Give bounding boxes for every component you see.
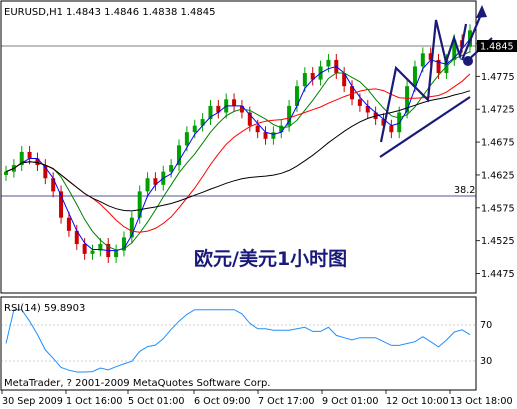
candle-body (184, 132, 189, 146)
candle-body (294, 86, 299, 106)
current-price-tag (477, 40, 517, 52)
candle-body (271, 132, 276, 139)
candle-body (279, 125, 284, 133)
candle-body (216, 105, 221, 113)
candle-body (4, 171, 8, 175)
candle-body (302, 73, 307, 87)
candle-body (405, 86, 410, 113)
rsi-series-line (5, 309, 471, 373)
current-price-tag-label: 1.4845 (480, 42, 514, 53)
rsi-level-30-label: 30 (480, 356, 492, 367)
time-axis: 30 Sep 2009 1 Oct 16:00 5 Oct 01:00 6 Oct 0… (1, 390, 513, 407)
candle-body (232, 99, 237, 106)
candle-body (121, 237, 126, 251)
candle-body (51, 178, 56, 192)
candle-body (342, 73, 347, 87)
arrow-head-icon (476, 5, 487, 18)
price-label: 1.4625 (481, 170, 515, 181)
candle-body (412, 66, 417, 87)
point-marker-icon (463, 56, 473, 66)
candle-body (389, 125, 394, 133)
uptrend-line (379, 96, 471, 158)
overlay-title: 欧元/美元1小时图 (194, 247, 347, 270)
candle-body (428, 53, 433, 60)
time-label: 30 Sep 2009 (2, 396, 63, 407)
candle-body (381, 119, 386, 126)
moving-averages (5, 38, 471, 252)
candle-body (397, 112, 402, 133)
candle-body (365, 105, 370, 113)
ma-medium-line (5, 51, 471, 251)
price-label: 1.4475 (481, 269, 515, 280)
time-label: 1 Oct 16:00 (66, 396, 122, 407)
rsi-level-70-label: 70 (480, 320, 492, 331)
candle-body (436, 59, 441, 74)
candle-body (145, 178, 150, 192)
price-label: 1.4725 (481, 105, 515, 116)
candle-body (129, 217, 134, 238)
candle-body (357, 99, 362, 106)
price-label: 1.4575 (481, 203, 515, 214)
candle-body (326, 59, 331, 67)
rsi-header: RSI(14) 59.8903 (4, 303, 85, 314)
ohlc-values: 1.4843 1.4846 1.4838 1.4845 (66, 7, 216, 18)
price-axis: 1.48251.47751.47251.46751.46251.45751.45… (476, 39, 515, 280)
time-label: 13 Oct 18:00 (450, 396, 513, 407)
ma-long-line (5, 90, 471, 212)
candle-body (27, 151, 32, 159)
candle-body (98, 243, 103, 251)
symbol-header: EURUSD,H1 (4, 7, 63, 18)
candle-body (90, 250, 95, 254)
candle-body (169, 165, 174, 172)
candle-body (350, 86, 355, 100)
zigzag-line (379, 19, 468, 143)
arrow-shaft (460, 11, 484, 61)
price-label: 1.4525 (481, 236, 515, 247)
candle-body (310, 73, 315, 80)
trendline-annotations (379, 5, 493, 158)
candle-body (192, 125, 197, 133)
candle-body (114, 250, 119, 258)
candle-body (153, 178, 158, 185)
candle-body (452, 40, 457, 60)
candle-body (208, 105, 213, 120)
ma-slow-line (5, 73, 471, 233)
ma-fast-line (5, 38, 471, 252)
time-label: 6 Oct 09:00 (194, 396, 250, 407)
time-label: 9 Oct 01:00 (322, 396, 378, 407)
candle-body (263, 132, 268, 139)
candle-body (82, 243, 87, 254)
time-label: 12 Oct 10:00 (386, 396, 449, 407)
main-chart-frame (0, 0, 477, 294)
candle-body (59, 191, 64, 218)
candle-body (74, 230, 79, 244)
candle-body (19, 151, 24, 166)
candle-body (420, 53, 425, 67)
copyright-text: MetaTrader, ? 2001-2009 MetaQuotes Softw… (4, 378, 270, 389)
candle-body (247, 112, 252, 126)
candle-body (35, 158, 40, 166)
candle-body (255, 125, 260, 133)
rsi-line (5, 309, 471, 373)
time-label: 5 Oct 01:00 (128, 396, 184, 407)
candle-body (137, 191, 142, 218)
candle-body (43, 165, 48, 179)
candle-body (177, 145, 182, 166)
rsi-panel-frame (0, 296, 477, 391)
candle-body (200, 119, 205, 126)
time-label: 7 Oct 17:00 (258, 396, 314, 407)
price-label: 1.4775 (481, 72, 515, 83)
candle-body (287, 105, 292, 126)
candle-body (66, 217, 71, 231)
price-label: 1.4675 (481, 138, 515, 149)
fib-label: 38.2 (454, 185, 475, 196)
